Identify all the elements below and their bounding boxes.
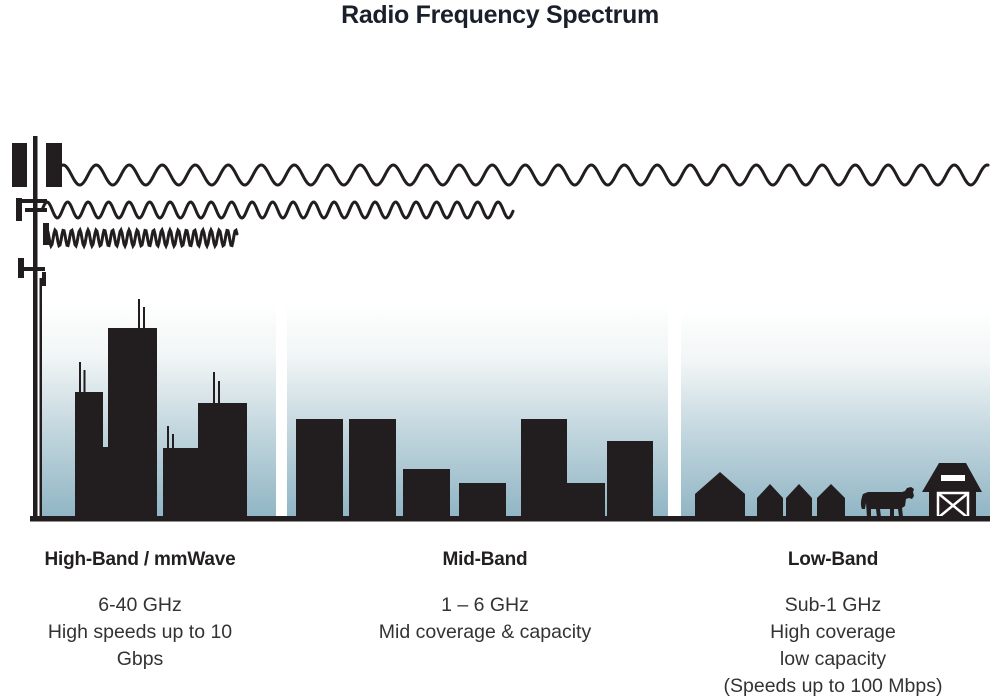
- tower-crossbar: [25, 208, 47, 212]
- tower-antenna-stub: [42, 272, 46, 286]
- house-icon: [757, 484, 783, 518]
- skyscraper-cluster: [163, 403, 247, 518]
- tower-pole: [33, 136, 38, 518]
- tower-pole-secondary: [39, 278, 42, 518]
- midrise-buildings-icon: [296, 419, 653, 518]
- high-band-wave-icon: [43, 226, 239, 250]
- city-skyscrapers-icon: [75, 299, 247, 518]
- barn-loft-vent: [941, 475, 965, 481]
- tower-crossbar: [18, 267, 45, 271]
- band-label-low: Low-Band Sub-1 GHz High coverage low cap…: [713, 549, 953, 700]
- barn-door: [936, 491, 970, 520]
- building-block: [521, 419, 567, 518]
- cell-tower-icon: [12, 136, 62, 518]
- low-band-wave-icon: [53, 163, 990, 187]
- cow-icon: [860, 487, 914, 517]
- house-icon: [786, 484, 812, 518]
- page-title: Radio Frequency Spectrum: [341, 1, 659, 29]
- band-heading-low: Low-Band: [787, 549, 879, 570]
- band-description-low: High coverage: [770, 621, 896, 643]
- band-label-high: High-Band / mmWave 6-40 GHz High speeds …: [25, 549, 255, 673]
- building-block: [459, 483, 506, 518]
- band-description-low: (Speeds up to 100 Mbps): [723, 675, 943, 697]
- band-label-mid: Mid-Band 1 – 6 GHz Mid coverage & capaci…: [367, 549, 603, 646]
- tower-antenna-panel-right: [46, 143, 62, 187]
- building-block: [567, 483, 605, 518]
- ground-line: [30, 516, 990, 522]
- tower-antenna-panel-left: [12, 143, 27, 187]
- tower-antenna-small: [16, 198, 22, 221]
- band-description-mid: Mid coverage & capacity: [378, 621, 592, 643]
- band-description-low: low capacity: [779, 648, 887, 670]
- house-icon: [695, 472, 745, 518]
- mid-band-wave-icon: [40, 200, 515, 220]
- tower-crossbar: [16, 199, 47, 203]
- building-block: [403, 469, 450, 518]
- building-block: [296, 419, 343, 518]
- band-frequency-low: Sub-1 GHz: [784, 594, 882, 616]
- houses-cow-barn-icon: [695, 463, 982, 520]
- band-frequency-high: 6-40 GHz: [98, 594, 182, 616]
- band-frequency-mid: 1 – 6 GHz: [441, 594, 529, 616]
- building-block: [349, 419, 396, 518]
- band-description-high: High speeds up to 10 Gbps: [47, 621, 233, 670]
- building-block: [607, 441, 653, 518]
- radio-waves: [40, 163, 990, 250]
- band-heading-high: High-Band / mmWave: [44, 549, 236, 570]
- skyscraper-cluster: [75, 328, 157, 518]
- band-heading-mid: Mid-Band: [442, 549, 528, 570]
- rooftop-antennas: [79, 299, 220, 448]
- house-icon: [817, 484, 845, 518]
